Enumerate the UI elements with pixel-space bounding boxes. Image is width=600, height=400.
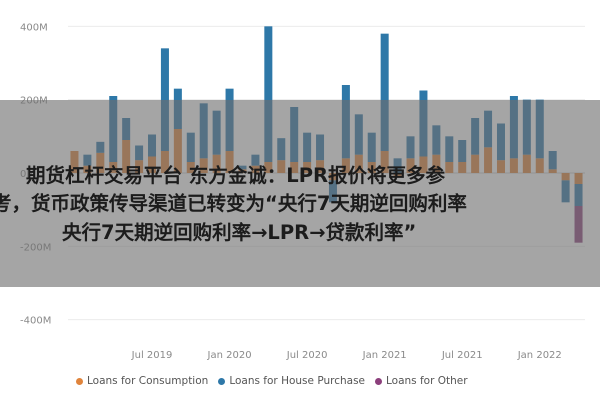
bar-loans-for-house-purchase[interactable] xyxy=(160,48,169,152)
x-tick-label: Jul 2020 xyxy=(286,350,328,361)
x-tick-label: Jan 2020 xyxy=(207,350,252,361)
bar-loans-for-house-purchase[interactable] xyxy=(380,33,389,151)
headline-line-1: 期货杠杆交易平台 东方金诚：LPR报价将更多参 xyxy=(26,164,446,187)
x-tick-label: Jan 2021 xyxy=(362,350,407,361)
bar-loans-for-house-purchase[interactable] xyxy=(264,26,273,163)
legend-swatch-other xyxy=(375,377,382,385)
legend-item-consumption[interactable]: Loans for Consumption xyxy=(76,375,208,387)
legend-item-other[interactable]: Loans for Other xyxy=(375,375,468,387)
headline-overlay-band xyxy=(0,100,600,287)
legend-swatch-consumption xyxy=(76,377,83,385)
y-tick-label: -400M xyxy=(20,316,51,327)
legend: Loans for Consumption Loans for House Pu… xyxy=(76,373,468,389)
headline-overlay[interactable]: 期货杠杆交易平台 东方金诚：LPR报价将更多参 考，货币政策传导渠道已转变为“央… xyxy=(0,100,600,287)
x-tick-label: Jan 2022 xyxy=(517,350,562,361)
legend-label-consumption: Loans for Consumption xyxy=(87,375,209,387)
legend-label-other: Loans for Other xyxy=(386,375,468,387)
x-tick-label: Jul 2021 xyxy=(441,350,483,361)
x-axis-ticks: Jul 2019 Jan 2020 Jul 2020 Jan 2021 Jul 2021… xyxy=(131,350,562,361)
x-tick-label: Jul 2019 xyxy=(131,350,173,361)
headline-line-3: 央行7天期逆回购利率→LPR→贷款利率” xyxy=(62,221,417,244)
headline-line-2: 考，货币政策传导渠道已转变为“央行7天期逆回购利率 xyxy=(0,192,467,215)
legend-swatch-house-purchase xyxy=(218,377,226,385)
legend-item-house-purchase[interactable]: Loans for House Purchase xyxy=(218,375,365,387)
legend-label-house-purchase: Loans for House Purchase xyxy=(229,375,365,387)
y-tick-label: 400M xyxy=(20,22,48,33)
